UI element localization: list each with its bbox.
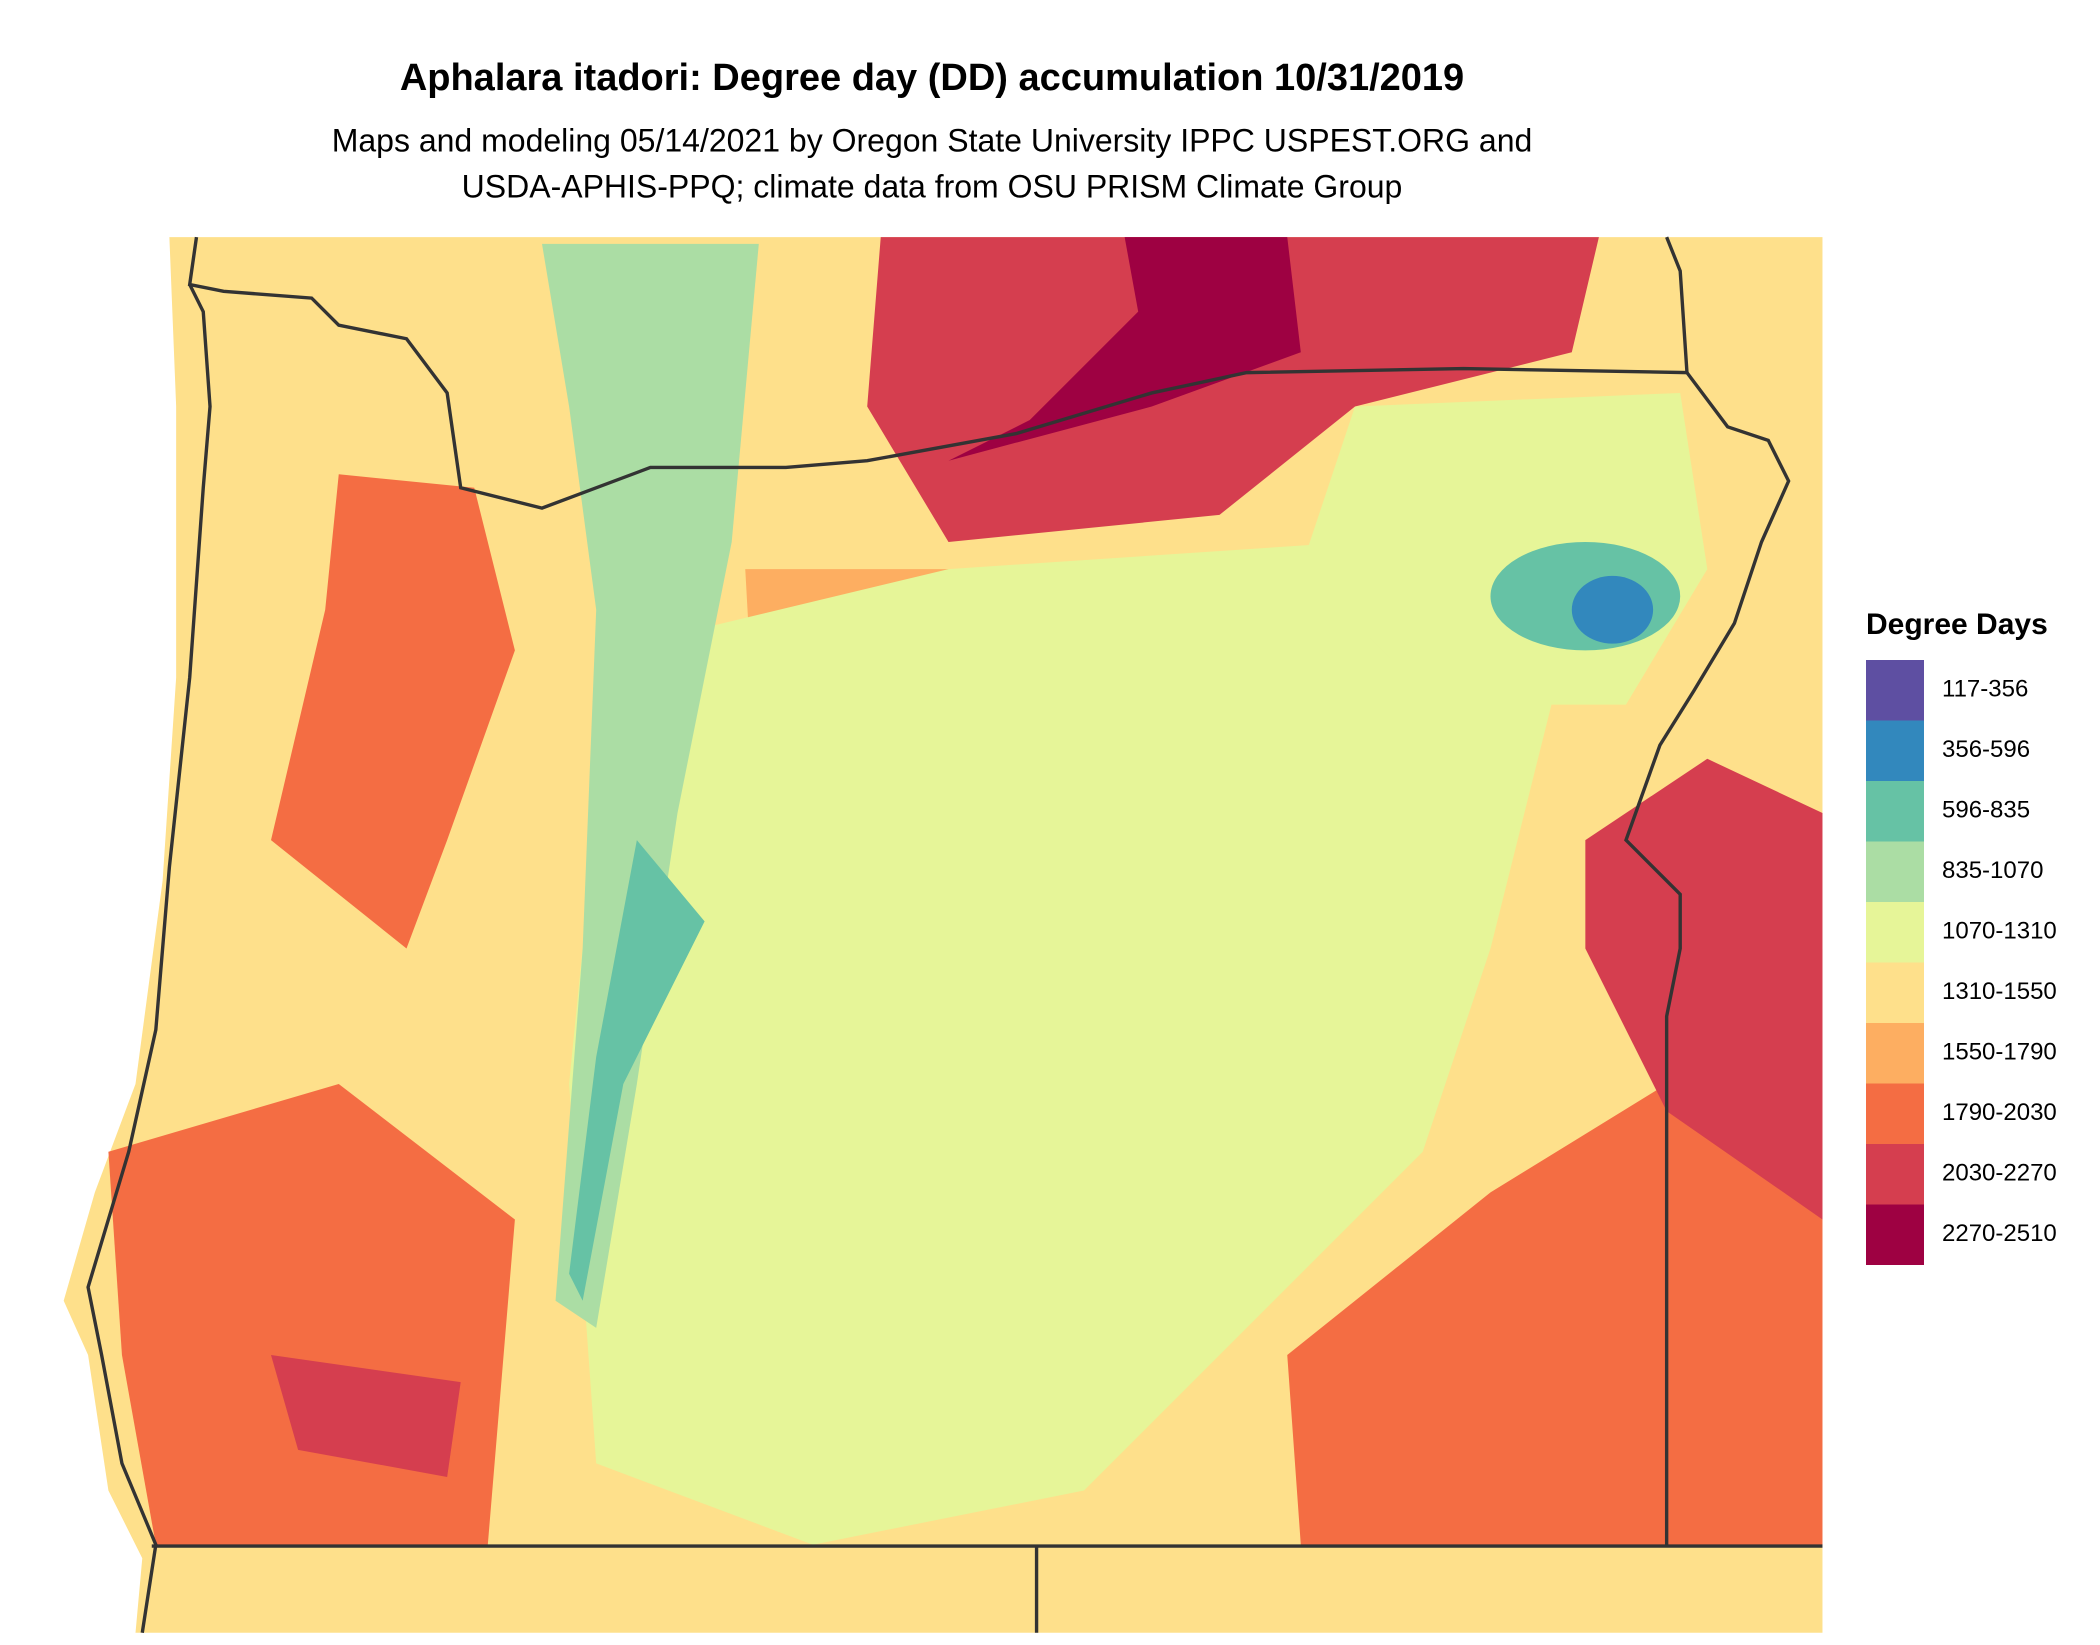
subtitle: Maps and modeling 05/14/2021 by Oregon S… xyxy=(332,122,1533,158)
legend-label: 1310-1550 xyxy=(1942,978,2057,1005)
legend-swatch xyxy=(1866,720,1924,781)
region xyxy=(271,474,515,949)
legend-label: 356-596 xyxy=(1942,736,2030,763)
map xyxy=(63,236,1823,1634)
legend-title: Degree Days xyxy=(1866,608,2048,641)
region xyxy=(569,840,705,1301)
legend-swatch xyxy=(1866,902,1924,963)
region xyxy=(948,237,1301,461)
legend-label: 835-1070 xyxy=(1942,857,2043,884)
legend-swatch xyxy=(1866,1023,1924,1084)
boundary xyxy=(1624,371,1791,1545)
legend-swatch xyxy=(1866,1083,1924,1144)
region xyxy=(1585,758,1823,1220)
legend-label: 117-356 xyxy=(1942,676,2028,703)
boundary xyxy=(187,236,1689,510)
region xyxy=(271,1355,461,1477)
legend-label: 596-835 xyxy=(1942,797,2030,824)
legend-label: 2270-2510 xyxy=(1942,1220,2057,1247)
title: Aphalara itadori: Degree day (DD) accumu… xyxy=(400,57,1464,99)
legend-label: 1550-1790 xyxy=(1942,1039,2057,1066)
boundaries xyxy=(86,236,1823,1634)
region xyxy=(1571,575,1654,644)
legend-swatch xyxy=(1866,962,1924,1023)
legend-swatch xyxy=(1866,841,1924,902)
region xyxy=(867,237,1599,542)
legend-label: 2030-2270 xyxy=(1942,1160,2057,1187)
legend-swatch xyxy=(1866,781,1924,842)
legend-swatch xyxy=(1866,1144,1924,1205)
boundary xyxy=(86,283,212,1634)
legend-label: 1790-2030 xyxy=(1942,1099,2057,1126)
legend: 117-356 356-596 596-835 835-1070 1070-1310 13… xyxy=(1866,660,2057,1265)
subtitle: USDA-APHIS-PPQ; climate data from OSU PR… xyxy=(462,168,1403,204)
legend-label: 1070-1310 xyxy=(1942,918,2057,945)
legend-swatch xyxy=(1866,1204,1924,1265)
legend-swatch xyxy=(1866,660,1924,721)
region xyxy=(569,542,1559,1545)
